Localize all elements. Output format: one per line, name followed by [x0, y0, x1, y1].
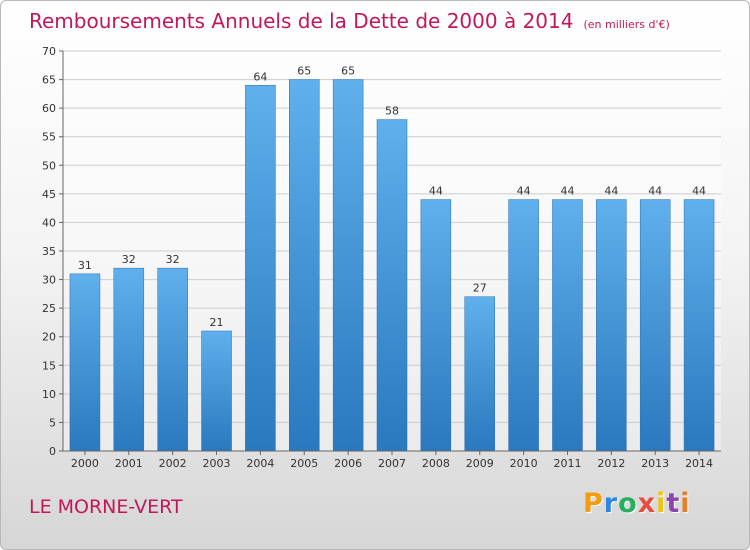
axes — [59, 50, 721, 455]
bar-value-label: 27 — [473, 282, 487, 295]
chart-title-text: Remboursements Annuels de la Dette de 20… — [29, 9, 574, 33]
x-tick-label: 2009 — [466, 457, 494, 470]
x-tick-label: 2000 — [71, 457, 99, 470]
logo-letter: t — [666, 488, 681, 519]
bar-value-label: 44 — [429, 185, 443, 198]
bar — [201, 330, 232, 452]
bar — [157, 267, 188, 452]
bar-value-label: 65 — [341, 65, 355, 78]
bar-value-label: 44 — [648, 185, 662, 198]
bar-value-label: 65 — [297, 65, 311, 78]
y-tick-label: 45 — [42, 188, 56, 201]
bar-value-label: 44 — [692, 185, 706, 198]
y-tick-label: 10 — [42, 388, 56, 401]
x-tick-label: 2007 — [378, 457, 406, 470]
bar-value-label: 44 — [517, 185, 531, 198]
bar — [332, 79, 364, 452]
bar — [683, 199, 715, 452]
y-tick-label: 0 — [49, 445, 56, 458]
bar-value-label: 32 — [122, 253, 136, 266]
y-tick-label: 15 — [42, 359, 56, 372]
x-tick-label: 2001 — [115, 457, 143, 470]
logo-letter: i — [656, 488, 667, 519]
logo-letter: P — [583, 488, 604, 519]
bar — [420, 199, 452, 452]
x-tick-label: 2005 — [290, 457, 318, 470]
bar-value-label: 64 — [253, 70, 267, 83]
x-tick-label: 2014 — [685, 457, 713, 470]
y-tick-label: 25 — [42, 302, 56, 315]
logo-letter: i — [680, 488, 691, 519]
x-tick-label: 2010 — [510, 457, 538, 470]
bar — [245, 85, 276, 452]
y-tick-label: 70 — [42, 45, 56, 58]
y-tick-label: 40 — [42, 216, 56, 229]
logo-letter: x — [637, 488, 657, 519]
bar-value-label: 44 — [604, 185, 618, 198]
bar-value-label: 44 — [560, 185, 574, 198]
y-tick-label: 20 — [42, 331, 56, 344]
bar — [113, 267, 145, 452]
x-tick-label: 2012 — [597, 457, 625, 470]
bar — [596, 199, 627, 452]
bar-value-label: 58 — [385, 105, 399, 118]
y-tick-label: 5 — [49, 416, 56, 429]
chart-title: Remboursements Annuels de la Dette de 20… — [29, 9, 670, 33]
proxiti-logo: Proxiti — [583, 488, 691, 519]
bar-value-label: 31 — [78, 259, 92, 272]
x-tick-label: 2003 — [203, 457, 231, 470]
y-tick-label: 50 — [42, 159, 56, 172]
chart-unit-label: (en milliers d'€) — [583, 18, 670, 31]
x-tick-label: 2011 — [553, 457, 581, 470]
bar-value-label: 21 — [210, 316, 224, 329]
y-tick-label: 60 — [42, 102, 56, 115]
y-tick-label: 65 — [42, 74, 56, 87]
y-tick-label: 55 — [42, 131, 56, 144]
bar — [508, 199, 539, 452]
y-tick-label: 30 — [42, 274, 56, 287]
bars — [69, 79, 715, 452]
y-tick-label: 35 — [42, 245, 56, 258]
x-tick-label: 2006 — [334, 457, 362, 470]
bar — [289, 79, 320, 452]
logo-letter: r — [603, 488, 619, 519]
x-tick-label: 2013 — [641, 457, 669, 470]
bar — [552, 199, 583, 452]
x-tick-label: 2008 — [422, 457, 450, 470]
bar-value-label: 32 — [166, 253, 180, 266]
bar — [69, 273, 101, 452]
x-tick-label: 2004 — [246, 457, 274, 470]
logo-letter: o — [618, 488, 638, 519]
bar — [376, 119, 408, 452]
bar — [464, 296, 495, 452]
bar — [639, 199, 671, 452]
labels: 0 5 10 15 20 25 30 35 40 45 50 55 60 65 70 31 2000 32 2001… — [42, 45, 713, 470]
commune-name: LE MORNE-VERT — [29, 496, 183, 518]
x-tick-label: 2002 — [159, 457, 187, 470]
